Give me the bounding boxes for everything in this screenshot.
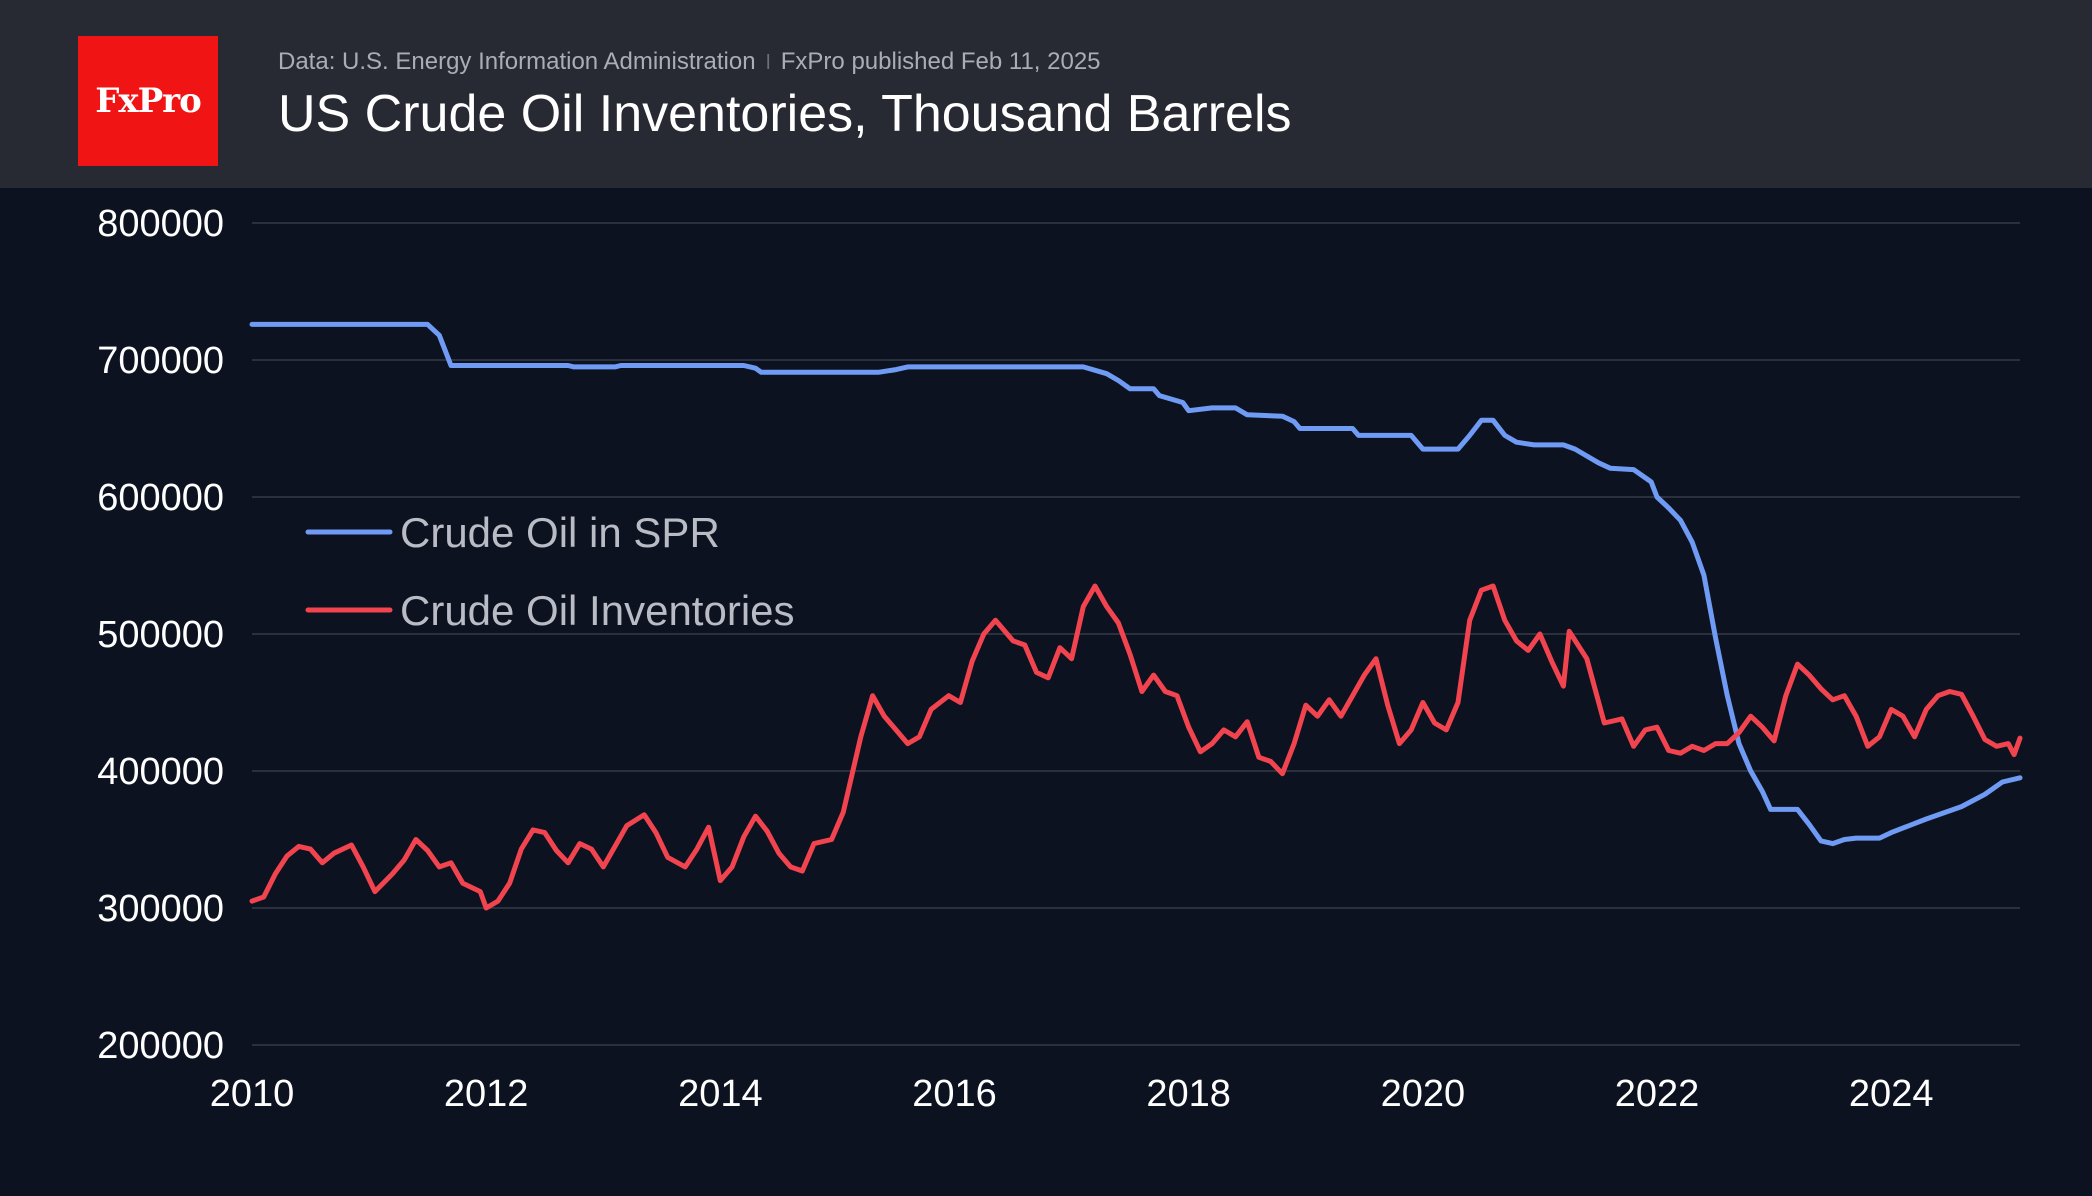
y-tick-label: 700000 — [97, 340, 224, 382]
fxpro-logo: FxPro — [78, 36, 218, 166]
x-tick-label: 2010 — [210, 1073, 295, 1115]
logo-text: FxPro — [95, 81, 202, 121]
y-tick-label: 600000 — [97, 477, 224, 519]
x-tick-label: 2016 — [912, 1073, 997, 1115]
x-tick-label: 2018 — [1146, 1073, 1231, 1115]
chart-header: FxPro Data: U.S. Energy Information Admi… — [0, 0, 2092, 188]
chart-title: US Crude Oil Inventories, Thousand Barre… — [278, 85, 1292, 143]
legend-label: Crude Oil in SPR — [400, 509, 720, 556]
x-tick-label: 2024 — [1849, 1073, 1934, 1115]
chart-meta: Data: U.S. Energy Information Administra… — [278, 48, 1101, 76]
grid-lines — [252, 222, 2020, 1046]
x-axis: 2010 2012 2014 2016 2018 2020 2022 2024 — [210, 1073, 1934, 1115]
legend-label: Crude Oil Inventories — [400, 587, 795, 634]
series-line-inventories — [249, 583, 2023, 911]
series-lines — [249, 321, 2023, 911]
y-tick-label: 200000 — [97, 1025, 224, 1067]
publish-date: FxPro published Feb 11, 2025 — [780, 48, 1101, 75]
y-tick-label: 800000 — [97, 203, 224, 245]
y-tick-label: 300000 — [97, 888, 224, 930]
y-tick-label: 400000 — [97, 751, 224, 793]
x-tick-label: 2012 — [444, 1073, 529, 1115]
x-tick-label: 2022 — [1615, 1073, 1700, 1115]
x-tick-label: 2014 — [678, 1073, 763, 1115]
data-source: Data: U.S. Energy Information Administra… — [278, 48, 756, 75]
y-axis: 800000 700000 600000 500000 400000 300000 2000… — [97, 203, 224, 1067]
legend: Crude Oil in SPR Crude Oil Inventories — [305, 509, 795, 634]
meta-separator: ǀ — [765, 52, 771, 74]
y-tick-label: 500000 — [97, 614, 224, 656]
x-tick-label: 2020 — [1381, 1073, 1466, 1115]
series-line-spr — [249, 321, 2023, 847]
